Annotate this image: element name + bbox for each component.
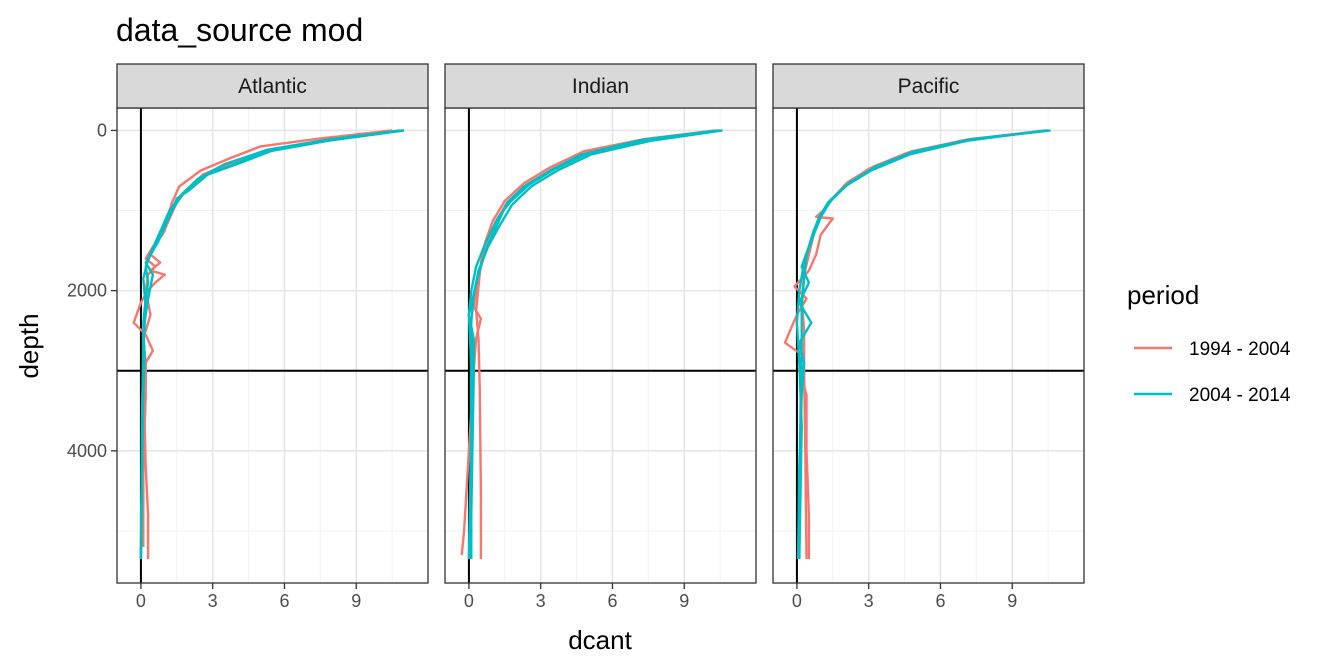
- x-tick-label: 3: [536, 591, 546, 611]
- x-tick-label: 0: [464, 591, 474, 611]
- panel-background: [445, 108, 756, 583]
- x-tick-label: 9: [1007, 591, 1017, 611]
- x-tick-label: 3: [208, 591, 218, 611]
- strip-label: Indian: [572, 75, 629, 98]
- x-tick-label: 0: [136, 591, 146, 611]
- panel-background: [117, 108, 428, 583]
- y-tick-label: 0: [97, 120, 107, 140]
- panel-pacific: Pacific 0 3 6 9: [772, 63, 1085, 611]
- x-tick-label: 3: [864, 591, 874, 611]
- series-line-pacific-4: [795, 129, 1046, 560]
- x-tick-label: 6: [279, 591, 289, 611]
- y-axis-title: depth: [14, 313, 44, 378]
- panel-indian: Indian 0 3 6 9: [444, 63, 757, 611]
- x-tick-label: 6: [935, 591, 945, 611]
- strip-background: [444, 63, 757, 109]
- y-axis-tick-labels: 0 2000 4000: [67, 120, 117, 461]
- strip-background: [116, 63, 429, 109]
- chart-title: data_source mod: [116, 12, 363, 48]
- y-tick-label: 2000: [67, 281, 107, 301]
- x-tick-label: 0: [792, 591, 802, 611]
- series-line-atlantic-4: [139, 129, 402, 560]
- legend-label-2004-2014: 2004 - 2014: [1189, 385, 1291, 406]
- y-tick-label: 4000: [67, 441, 107, 461]
- x-tick-label: 9: [679, 591, 689, 611]
- strip-background: [772, 63, 1085, 109]
- panel-background: [773, 108, 1084, 583]
- strip-label: Pacific: [898, 75, 960, 98]
- legend: period 1994 - 2004 2004 - 2014: [1127, 280, 1291, 406]
- series-line-indian-4: [467, 129, 723, 560]
- strip-label: Atlantic: [238, 75, 307, 98]
- panel-atlantic: Atlantic 0 3 6 9: [116, 63, 429, 611]
- legend-label-1994-2004: 1994 - 2004: [1189, 339, 1291, 360]
- panels: Atlantic 0 3 6 9 Indian 0 3 6 9 Pacific 0 3 6 9: [116, 63, 1085, 611]
- legend-title: period: [1127, 280, 1199, 310]
- x-tick-label: 6: [607, 591, 617, 611]
- x-axis-title: dcant: [568, 625, 632, 655]
- x-tick-label: 9: [351, 591, 361, 611]
